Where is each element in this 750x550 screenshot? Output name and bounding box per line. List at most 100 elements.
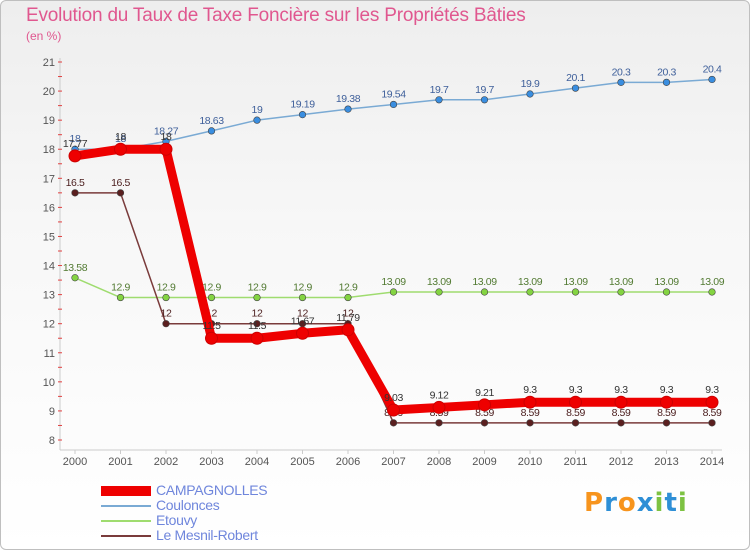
y-tick-label: 11 [44,348,55,360]
data-label-coulonces: 18 [70,133,81,145]
legend-label-etouvy: Etouvy [156,512,197,528]
x-tick-label: 2006 [336,456,360,468]
data-label-campagnolles: 18 [161,131,172,143]
data-label-campagnolles: 9.3 [660,384,674,396]
y-tick-label: 15 [43,231,55,243]
data-label-le-mesnil-robert: 8.59 [521,407,540,419]
y-tick-label: 20 [43,86,55,98]
logo-letter: i [677,488,688,518]
data-point-le-mesnil-robert [162,320,170,328]
data-label-le-mesnil-robert: 12 [252,308,263,320]
data-point-campagnolles [614,395,628,409]
data-label-etouvy: 12.9 [111,282,130,294]
data-point-etouvy [435,288,443,296]
data-label-coulonces: 18.27 [154,125,179,137]
data-point-le-mesnil-robert [71,189,79,197]
data-label-etouvy: 13.09 [700,276,725,288]
data-point-le-mesnil-robert [435,419,443,427]
data-label-etouvy: 12.9 [248,282,267,294]
y-tick-label: 17 [43,173,55,185]
x-tick-label: 2011 [564,456,588,468]
y-tick-label: 8 [49,435,55,447]
data-point-coulonces [617,78,625,86]
data-point-le-mesnil-robert [571,419,580,427]
data-point-etouvy [253,293,261,302]
data-label-campagnolles: 9.12 [430,389,449,401]
data-label-coulonces: 20.4 [703,63,722,75]
x-tick-label: 2002 [154,456,178,468]
data-point-campagnolles [660,395,673,409]
x-tick-label: 2007 [381,456,405,468]
data-point-coulonces [207,127,216,135]
data-point-campagnolles [705,395,719,409]
data-point-coulonces [662,78,671,86]
data-point-etouvy [71,274,79,282]
data-label-campagnolles: 18 [115,131,126,143]
data-point-campagnolles [387,403,400,417]
data-point-campagnolles [569,395,582,409]
data-label-coulonces: 18.63 [199,115,224,127]
data-point-coulonces [344,105,352,113]
y-tick-label: 12 [43,319,55,331]
data-label-etouvy: 13.09 [518,276,543,288]
data-label-coulonces: 19.9 [521,78,540,90]
y-tick-label: 21 [43,57,55,69]
data-label-etouvy: 13.09 [472,276,497,288]
legend-swatch-campagnolles [101,486,151,496]
data-label-coulonces: 20.3 [612,66,631,78]
y-tick-label: 16 [43,202,55,214]
data-label-etouvy: 13.09 [427,276,452,288]
data-point-etouvy [207,293,216,302]
data-point-le-mesnil-robert [116,189,125,197]
data-point-le-mesnil-robert [617,419,625,427]
data-point-le-mesnil-robert [662,419,671,427]
data-point-etouvy [389,288,398,296]
data-point-etouvy [480,288,489,296]
data-label-etouvy: 12.9 [293,282,312,294]
data-point-le-mesnil-robert [480,419,489,427]
y-tick-label: 10 [43,377,55,389]
data-point-etouvy [116,293,125,302]
data-point-etouvy [344,293,352,302]
data-point-etouvy [571,288,580,296]
y-tick-label: 14 [43,261,55,273]
data-label-le-mesnil-robert: 12 [297,308,308,320]
data-point-campagnolles [205,331,218,345]
data-label-le-mesnil-robert: 8.59 [566,407,585,419]
data-label-coulonces: 19 [252,104,263,116]
data-point-coulonces [526,90,534,98]
data-label-campagnolles: 9.3 [614,384,628,396]
data-label-le-mesnil-robert: 12 [343,308,354,320]
data-point-campagnolles [114,142,127,156]
data-label-etouvy: 13.09 [563,276,588,288]
data-label-etouvy: 12.9 [157,282,176,294]
data-label-etouvy: 13.09 [381,276,406,288]
data-point-coulonces [571,84,580,92]
logo-letter: o [617,488,637,518]
data-point-coulonces [480,96,489,104]
logo-letter: r [604,488,618,518]
data-label-campagnolles: 9.03 [384,392,403,404]
data-label-le-mesnil-robert: 8.59 [703,407,722,419]
logo-letter: t [664,488,678,518]
logo-letter: x [636,488,655,518]
data-label-le-mesnil-robert: 12 [161,308,172,320]
data-label-coulonces: 19.7 [430,84,449,96]
data-label-le-mesnil-robert: 8.59 [657,407,676,419]
data-label-campagnolles: 11.5 [202,320,221,332]
chart-title: Evolution du Taux de Taxe Foncière sur l… [26,5,526,26]
x-tick-label: 2004 [245,456,269,468]
data-label-campagnolles: 17.77 [63,138,88,150]
data-point-campagnolles [250,331,264,345]
x-tick-label: 2000 [63,456,87,468]
data-point-coulonces [435,96,443,104]
x-tick-label: 2014 [700,456,724,468]
data-label-etouvy: 13.58 [63,262,88,274]
legend-label-le-mesnil-robert: Le Mesnil-Robert [156,527,258,543]
legend-swatch-etouvy [101,520,151,522]
data-label-campagnolles: 9.3 [523,384,537,396]
data-point-le-mesnil-robert [708,419,716,427]
data-label-coulonces: 20.3 [657,66,676,78]
